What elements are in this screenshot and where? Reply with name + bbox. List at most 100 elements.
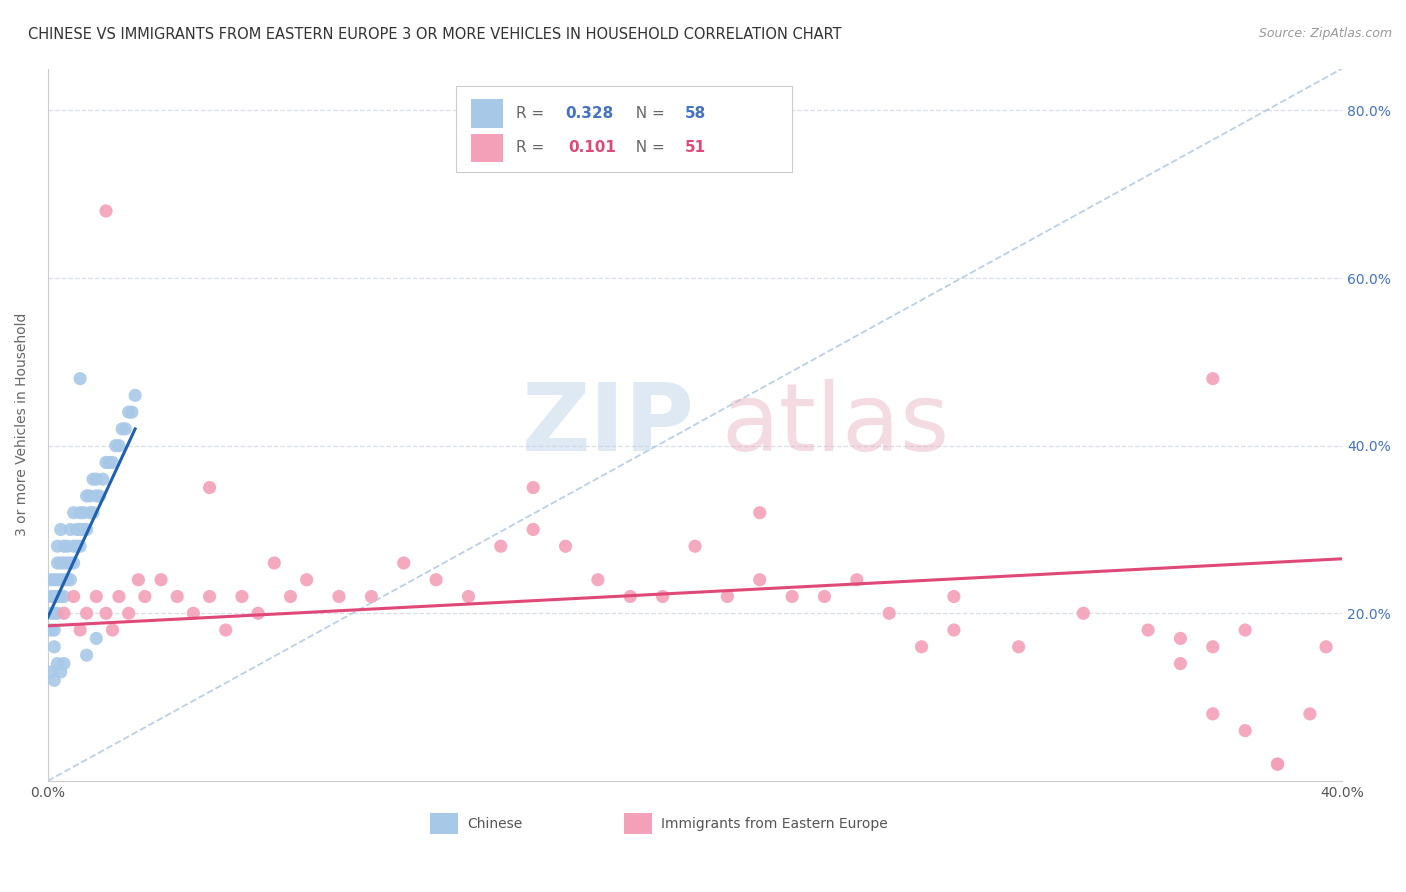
Bar bbox=[430, 813, 458, 834]
Point bbox=[82, 506, 104, 520]
Point bbox=[52, 590, 75, 604]
Point bbox=[62, 556, 84, 570]
Point bbox=[1299, 706, 1322, 721]
Point bbox=[46, 657, 69, 671]
Point bbox=[69, 371, 91, 385]
Point bbox=[522, 523, 544, 537]
Point bbox=[94, 607, 117, 621]
Point bbox=[82, 472, 104, 486]
Point bbox=[66, 523, 89, 537]
Point bbox=[76, 489, 98, 503]
Point bbox=[52, 573, 75, 587]
Text: 0.101: 0.101 bbox=[568, 140, 616, 155]
Point bbox=[1202, 371, 1225, 385]
Point bbox=[98, 455, 121, 469]
Point bbox=[46, 539, 69, 553]
Point bbox=[489, 539, 512, 553]
Point bbox=[44, 590, 66, 604]
Point bbox=[44, 573, 66, 587]
Point bbox=[72, 506, 94, 520]
Text: N =: N = bbox=[627, 106, 671, 121]
Point bbox=[66, 539, 89, 553]
Point bbox=[49, 556, 72, 570]
Point bbox=[59, 573, 82, 587]
Point bbox=[46, 573, 69, 587]
Point bbox=[62, 590, 84, 604]
Point bbox=[425, 573, 447, 587]
Point bbox=[62, 539, 84, 553]
Text: 0.328: 0.328 bbox=[565, 106, 614, 121]
Point bbox=[877, 607, 900, 621]
Text: atlas: atlas bbox=[721, 379, 949, 471]
Point bbox=[56, 539, 79, 553]
FancyBboxPatch shape bbox=[456, 87, 792, 172]
Text: R =: R = bbox=[516, 140, 554, 155]
Point bbox=[1073, 607, 1095, 621]
Bar bbox=[471, 99, 503, 128]
Point bbox=[1137, 623, 1160, 637]
Point bbox=[716, 590, 738, 604]
Point bbox=[231, 590, 253, 604]
Point bbox=[845, 573, 868, 587]
Point bbox=[52, 607, 75, 621]
Point bbox=[392, 556, 415, 570]
Point bbox=[59, 523, 82, 537]
Point bbox=[360, 590, 382, 604]
Point bbox=[1170, 657, 1192, 671]
Point bbox=[69, 523, 91, 537]
Point bbox=[328, 590, 350, 604]
Point bbox=[457, 590, 479, 604]
Point bbox=[942, 590, 965, 604]
Point bbox=[69, 623, 91, 637]
Point bbox=[69, 539, 91, 553]
Point bbox=[780, 590, 803, 604]
Point bbox=[910, 640, 932, 654]
Point bbox=[1202, 640, 1225, 654]
Point bbox=[295, 573, 318, 587]
Bar bbox=[471, 134, 503, 162]
Text: Chinese: Chinese bbox=[467, 817, 523, 830]
Point bbox=[79, 489, 101, 503]
Text: Immigrants from Eastern Europe: Immigrants from Eastern Europe bbox=[661, 817, 889, 830]
Point bbox=[84, 632, 107, 646]
Point bbox=[166, 590, 188, 604]
Point bbox=[69, 506, 91, 520]
Point bbox=[101, 455, 124, 469]
Point bbox=[46, 556, 69, 570]
Point bbox=[748, 506, 770, 520]
Point bbox=[49, 573, 72, 587]
Point bbox=[52, 556, 75, 570]
Point bbox=[1234, 623, 1257, 637]
Point bbox=[72, 523, 94, 537]
Point bbox=[108, 590, 131, 604]
Point bbox=[56, 573, 79, 587]
Point bbox=[198, 590, 221, 604]
Text: N =: N = bbox=[627, 140, 671, 155]
Point bbox=[56, 556, 79, 570]
Point bbox=[1234, 723, 1257, 738]
Point bbox=[44, 640, 66, 654]
Point bbox=[134, 590, 156, 604]
Point bbox=[198, 481, 221, 495]
Point bbox=[39, 665, 62, 679]
Point bbox=[84, 472, 107, 486]
Point bbox=[62, 506, 84, 520]
Point bbox=[39, 607, 62, 621]
Point bbox=[39, 590, 62, 604]
Point bbox=[263, 556, 285, 570]
Point bbox=[111, 422, 134, 436]
Point bbox=[84, 489, 107, 503]
Point bbox=[91, 472, 114, 486]
Point bbox=[1267, 757, 1289, 772]
Y-axis label: 3 or more Vehicles in Household: 3 or more Vehicles in Household bbox=[15, 313, 30, 536]
Point bbox=[49, 665, 72, 679]
Point bbox=[522, 481, 544, 495]
Point bbox=[94, 204, 117, 219]
Text: CHINESE VS IMMIGRANTS FROM EASTERN EUROPE 3 OR MORE VEHICLES IN HOUSEHOLD CORREL: CHINESE VS IMMIGRANTS FROM EASTERN EUROP… bbox=[28, 27, 842, 42]
Text: R =: R = bbox=[516, 106, 550, 121]
Point bbox=[127, 573, 149, 587]
Point bbox=[39, 623, 62, 637]
Point bbox=[44, 673, 66, 688]
Point bbox=[76, 607, 98, 621]
Point bbox=[94, 455, 117, 469]
